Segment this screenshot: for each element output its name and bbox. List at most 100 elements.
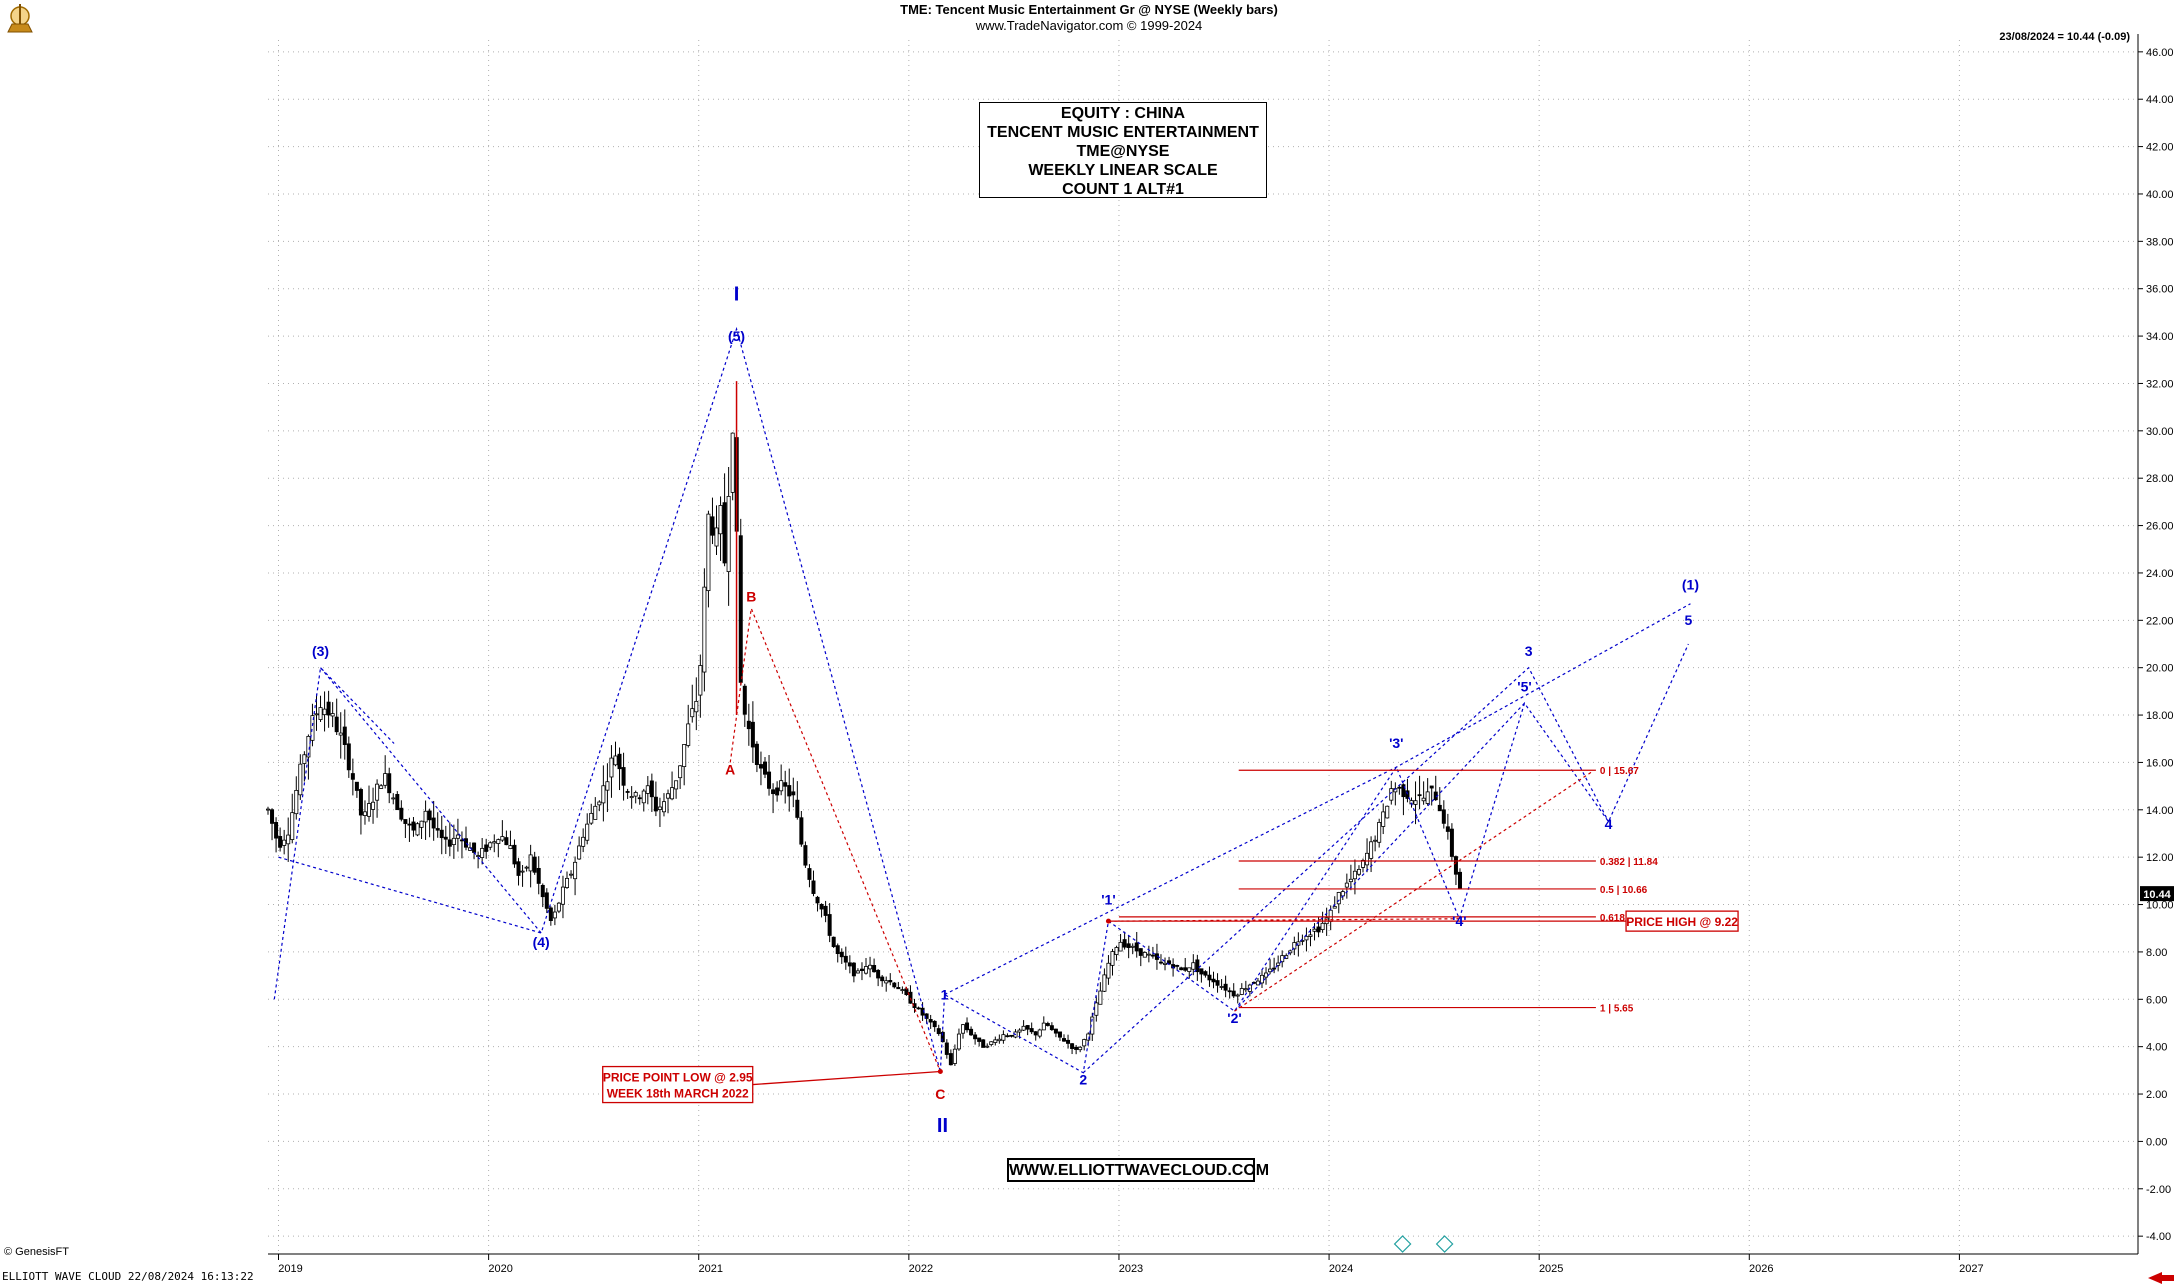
candle-body	[1304, 935, 1309, 941]
corrective-line	[729, 606, 941, 1072]
corrective-line	[1108, 918, 1460, 922]
candle-body	[1264, 972, 1269, 978]
candle-body	[973, 1034, 978, 1040]
candle-body	[1199, 968, 1204, 975]
wave-label: 1	[941, 986, 949, 1002]
candle-body	[318, 707, 323, 720]
fibonacci-levels: 0 | 15.670.382 | 11.840.5 | 10.660.618 |…	[1118, 766, 1658, 1015]
candle-body	[362, 811, 367, 816]
candle-body	[431, 817, 436, 829]
candle-body	[1219, 986, 1224, 988]
candle-body	[609, 757, 614, 778]
candle-body	[334, 716, 339, 733]
candle-body	[771, 789, 776, 795]
y-tick-label: 4.00	[2146, 1042, 2167, 1054]
candle-body	[1053, 1028, 1058, 1034]
y-tick-label: 46.00	[2146, 47, 2174, 59]
candle-body	[451, 837, 456, 846]
candle-body	[1057, 1031, 1062, 1038]
candle-body	[358, 789, 363, 816]
candle-body	[900, 989, 905, 992]
wave-label: B	[746, 588, 756, 604]
candle-body	[597, 801, 602, 806]
candle-body	[1025, 1025, 1030, 1030]
candle-body	[443, 836, 448, 840]
y-tick-label: 24.00	[2146, 568, 2174, 580]
candle-body	[1215, 980, 1220, 986]
candle-body	[577, 845, 582, 860]
candle-body	[1429, 785, 1434, 789]
wave-label: '3'	[1389, 735, 1403, 751]
candle-body	[1005, 1035, 1010, 1038]
candle-body	[706, 513, 711, 592]
candle-body	[936, 1028, 941, 1035]
candle-body	[282, 839, 287, 846]
candle-body	[350, 773, 355, 780]
candle-body	[888, 980, 893, 983]
candle-body	[1381, 811, 1386, 827]
annotations: PRICE POINT LOW @ 2.95 WEEK 18th MARCH 20…	[602, 910, 1739, 1104]
candle-body	[839, 951, 844, 958]
candle-body	[270, 809, 275, 824]
y-tick-label: 12.00	[2146, 852, 2174, 864]
candle-body	[1207, 974, 1212, 981]
candle-body	[322, 708, 327, 716]
candle-body	[1175, 965, 1180, 967]
candle-body	[585, 823, 590, 841]
wave-label: (3)	[312, 643, 329, 659]
candle-body	[528, 854, 533, 872]
candle-body	[843, 955, 848, 963]
candle-body	[565, 877, 570, 888]
info-line-4: WEEKLY LINEAR SCALE	[1028, 162, 1218, 179]
candle-body	[859, 968, 864, 972]
candle-body	[730, 432, 735, 493]
corrective-line	[1234, 771, 1593, 1012]
candle-body	[783, 782, 788, 787]
candle-body	[423, 810, 428, 823]
candle-body	[1239, 988, 1244, 995]
x-tick-label: 2026	[1749, 1263, 1773, 1275]
candle-body	[835, 945, 840, 955]
candle-body	[908, 991, 913, 1004]
wave-label: '2'	[1227, 1010, 1241, 1026]
y-tick-label: 26.00	[2146, 521, 2174, 533]
candle-body	[492, 841, 497, 844]
candle-body	[274, 822, 279, 839]
candle-body	[621, 767, 626, 786]
candle-body	[1385, 805, 1390, 819]
candle-body	[686, 723, 691, 746]
candle-body	[560, 886, 565, 905]
x-tick-label: 2025	[1539, 1263, 1563, 1275]
candle-body	[977, 1037, 982, 1042]
candle-body	[1138, 948, 1143, 956]
candle-body	[1033, 1031, 1038, 1036]
annotation-arrow-head	[1105, 918, 1111, 924]
trade-navigator-logo-icon	[2, 2, 38, 38]
chart-title: TME: Tencent Music Entertainment Gr @ NY…	[900, 2, 1278, 17]
candle-body	[419, 820, 424, 828]
candle-body	[661, 801, 666, 813]
candle-body	[956, 1033, 961, 1050]
candle-body	[726, 495, 731, 573]
candle-body	[722, 502, 727, 564]
scroll-arrow-shaft	[2162, 1275, 2174, 1281]
candle-body	[1142, 951, 1147, 958]
candle-body	[613, 755, 618, 766]
candle-body	[1373, 839, 1378, 842]
candle-body	[302, 754, 307, 764]
y-tick-label: 34.00	[2146, 331, 2174, 343]
candle-body	[1158, 961, 1163, 964]
candle-body	[787, 785, 792, 797]
candle-body	[1352, 870, 1357, 880]
candle-body	[512, 844, 517, 865]
y-tick-label: 10.00	[2146, 900, 2174, 912]
candle-body	[1134, 942, 1139, 952]
candle-body	[265, 808, 270, 811]
wave-line	[939, 643, 1689, 1074]
candle-body	[1102, 974, 1107, 992]
candle-body	[1336, 892, 1341, 905]
candle-body	[641, 790, 646, 804]
candle-body	[395, 794, 400, 811]
candle-body	[625, 791, 630, 793]
candle-body	[314, 713, 319, 716]
